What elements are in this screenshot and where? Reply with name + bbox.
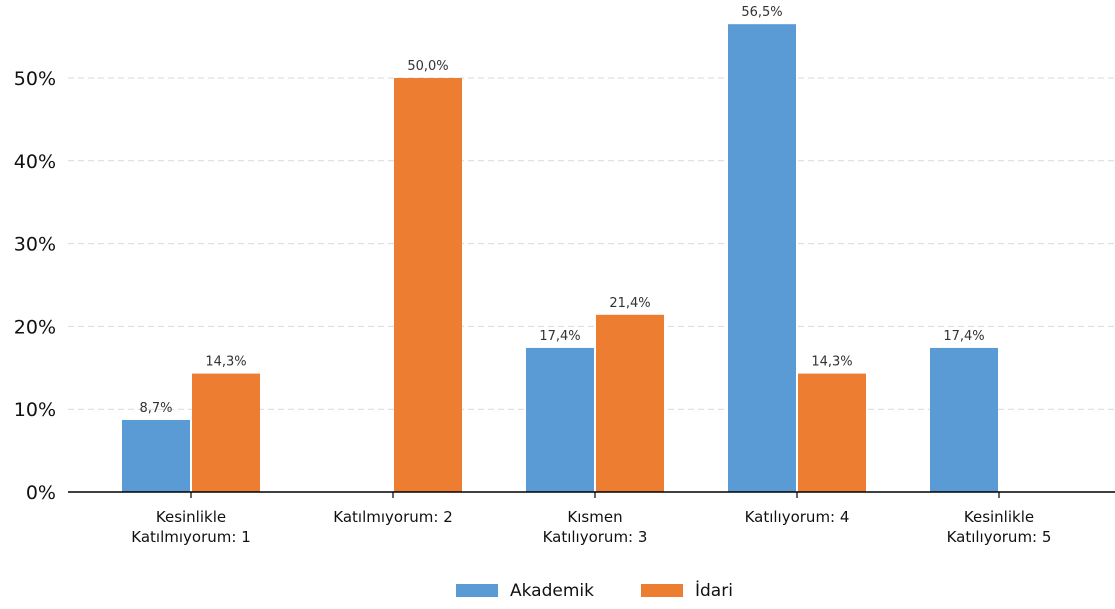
bar-i-dari-1 <box>192 373 260 492</box>
y-tick-label: 50% <box>14 68 56 90</box>
x-tick-label: Kesinlikle <box>964 508 1034 526</box>
bar-i-dari-2 <box>394 78 462 492</box>
x-tick-label: Katılmıyorum: 2 <box>333 508 452 526</box>
legend-swatch <box>456 584 498 597</box>
bar-akademik-3 <box>526 347 594 492</box>
y-tick-label: 30% <box>14 234 56 256</box>
data-label: 56,5% <box>741 5 782 20</box>
data-label: 14,3% <box>811 355 852 370</box>
data-label: 8,7% <box>139 401 172 416</box>
data-label: 50,0% <box>407 59 448 74</box>
bar-i-dari-4 <box>798 373 866 492</box>
data-label: 21,4% <box>609 296 650 311</box>
x-tick-label: Katılıyorum: 3 <box>543 528 648 546</box>
data-label: 14,3% <box>205 355 246 370</box>
y-tick-label: 20% <box>14 316 56 338</box>
x-tick-label: Katılıyorum: 4 <box>745 508 850 526</box>
data-label: 17,4% <box>943 329 984 344</box>
bar-akademik-5 <box>930 347 998 492</box>
bar-i-dari-3 <box>596 314 664 492</box>
x-tick-label: Katılmıyorum: 1 <box>131 528 250 546</box>
bar-akademik-4 <box>728 24 796 493</box>
y-tick-label: 0% <box>26 482 56 504</box>
x-tick-label: Katılıyorum: 5 <box>947 528 1052 546</box>
legend-label: Akademik <box>510 581 594 601</box>
y-tick-label: 40% <box>14 151 56 173</box>
bar-akademik-1 <box>122 419 190 492</box>
legend-label: İdari <box>695 580 733 601</box>
x-tick-label: Kısmen <box>567 508 622 526</box>
x-tick-label: Kesinlikle <box>156 508 226 526</box>
legend-swatch <box>641 584 683 597</box>
y-tick-label: 10% <box>14 399 56 421</box>
data-label: 17,4% <box>539 329 580 344</box>
